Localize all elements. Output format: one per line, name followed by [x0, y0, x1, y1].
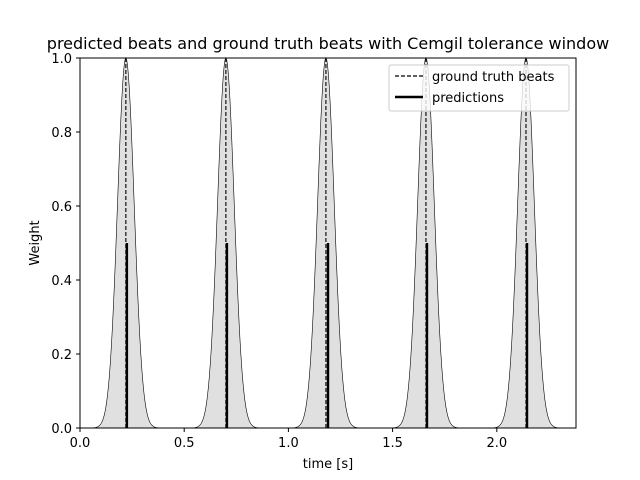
y-tick-label: 1.0	[51, 52, 72, 67]
x-axis: 0.0 0.5 1.0 1.5 2.0	[70, 428, 507, 451]
tolerance-window-fill	[292, 58, 360, 428]
y-tick-label: 0.2	[51, 348, 72, 363]
y-axis-label: Weight	[28, 220, 43, 265]
x-tick-label: 0.0	[70, 436, 91, 451]
legend-label-predictions: predictions	[432, 91, 504, 106]
plot-area	[92, 57, 560, 429]
plot-frame	[79, 57, 577, 429]
chart-title: predicted beats and ground truth beats w…	[47, 34, 609, 53]
x-tick-label: 0.5	[174, 436, 195, 451]
y-tick-label: 0.0	[51, 422, 72, 437]
x-tick-label: 1.0	[278, 436, 299, 451]
x-tick-label: 2.0	[486, 436, 507, 451]
legend-label-ground-truth: ground truth beats	[432, 70, 555, 85]
x-axis-label: time [s]	[303, 457, 353, 472]
y-axis: 0.0 0.2 0.4 0.6 0.8 1.0	[51, 52, 80, 437]
y-tick-label: 0.4	[51, 274, 72, 289]
y-tick-label: 0.6	[51, 200, 72, 215]
x-tick-label: 1.5	[382, 436, 403, 451]
y-tick-label: 0.8	[51, 126, 72, 141]
prediction-lines	[125, 243, 529, 428]
legend: ground truth beats predictions	[388, 64, 570, 112]
legend-box	[388, 64, 570, 112]
